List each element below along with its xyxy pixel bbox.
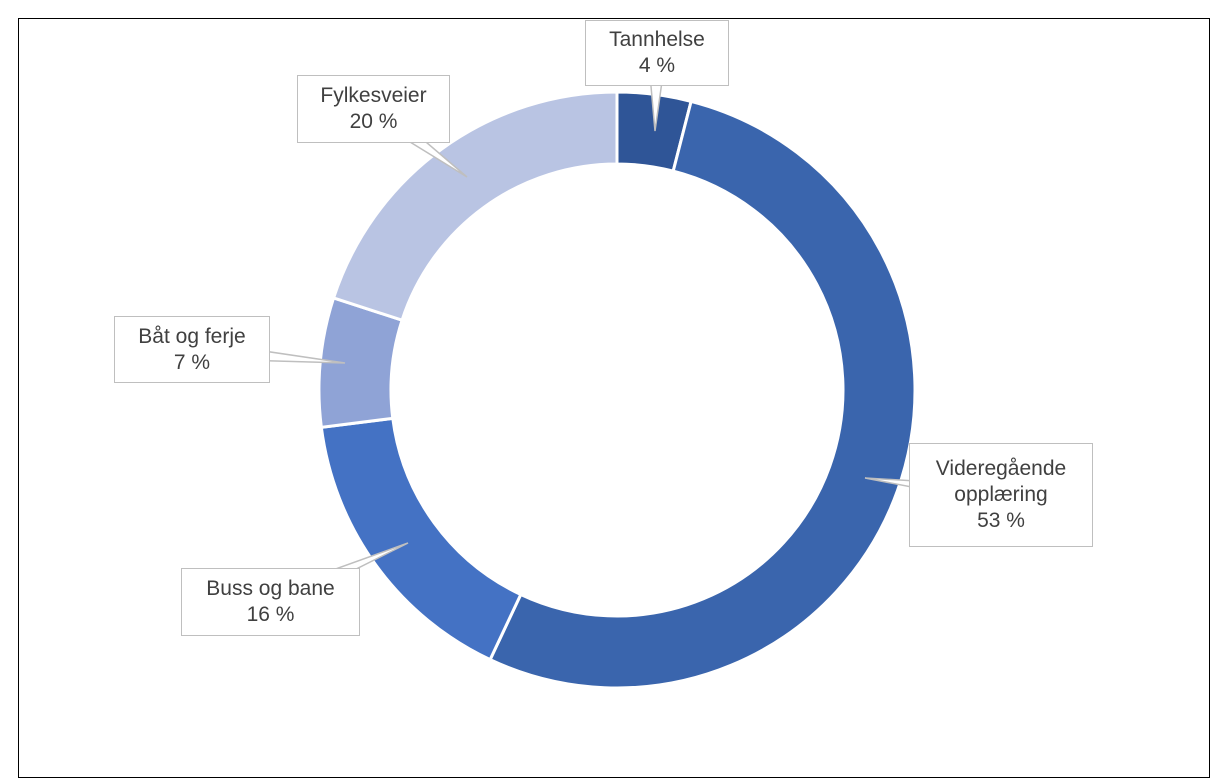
- label-category: Fylkesveier: [320, 84, 427, 107]
- label-value: 16 %: [246, 603, 295, 626]
- label-category: Buss og bane: [206, 577, 335, 600]
- label-category: Videregående opplæring: [935, 457, 1067, 506]
- label-value: 7 %: [173, 350, 211, 374]
- page: Tannhelse 4 % Videregående opplæring 53 % Bu…: [18, 18, 1210, 778]
- label-category: Båt og ferje: [138, 324, 246, 348]
- data-label: Tannhelse 4 %: [585, 20, 729, 86]
- data-label: Videregående opplæring 53 %: [909, 443, 1093, 547]
- label-value: 20 %: [349, 110, 398, 133]
- donut-segment: [488, 99, 917, 690]
- data-label: Fylkesveier 20 %: [297, 75, 450, 143]
- donut-segment: [331, 90, 619, 323]
- data-label: Båt og ferje 7 %: [114, 316, 270, 383]
- data-label: Buss og bane 16 %: [181, 568, 360, 636]
- label-value: 53 %: [977, 509, 1025, 532]
- label-category: Tannhelse: [609, 28, 705, 51]
- label-value: 4 %: [638, 54, 676, 77]
